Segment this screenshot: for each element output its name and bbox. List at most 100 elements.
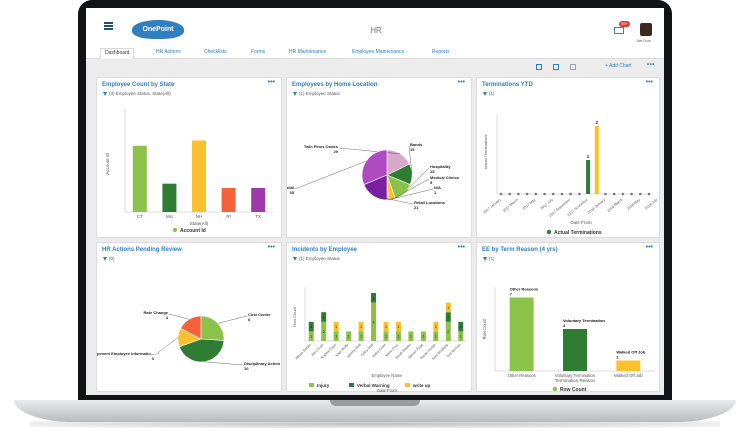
data-label: 4 bbox=[373, 320, 375, 324]
card-filter[interactable]: (1) Employee Status bbox=[293, 91, 340, 96]
filter-text: (1) Employee Status bbox=[299, 256, 340, 261]
legend-marker bbox=[552, 386, 558, 392]
incident-bar-segment bbox=[383, 331, 389, 341]
data-point bbox=[578, 192, 581, 196]
home-location-slice-label: Twin Pines Oodes bbox=[304, 144, 339, 149]
expand-icon[interactable] bbox=[536, 64, 542, 70]
filter-text: (1) bbox=[489, 256, 495, 261]
data-label: 1 bbox=[335, 325, 337, 329]
top-bar: OnePoint HR 99+ Jim Doe bbox=[86, 8, 664, 46]
card-menu-icon[interactable]: ••• bbox=[457, 244, 465, 251]
tab-checklists[interactable]: Checklists bbox=[204, 49, 227, 55]
tab-reports[interactable]: Reports bbox=[432, 49, 450, 55]
incident-bar-segment bbox=[308, 331, 314, 341]
data-label: 1 bbox=[360, 325, 362, 329]
data-point bbox=[569, 192, 572, 196]
home-location-slice-label: 20 bbox=[334, 149, 339, 154]
data-point bbox=[630, 192, 633, 196]
toolbar-more-icon[interactable]: ••• bbox=[647, 62, 655, 68]
onepoint-logo[interactable]: OnePoint bbox=[132, 20, 184, 39]
pending-review-slice-label: 4 bbox=[166, 315, 169, 320]
x-tick-label: 2017 March bbox=[502, 198, 519, 213]
tab-employee-maintenance[interactable]: Employee Maintenance bbox=[352, 49, 405, 55]
avatar[interactable] bbox=[640, 23, 652, 36]
y-axis-label: Row Count bbox=[292, 306, 297, 327]
data-point bbox=[647, 192, 651, 196]
legend-label: Account Id bbox=[180, 228, 206, 234]
home-location-slice-label: 1 bbox=[434, 190, 437, 195]
card-title: Employee Count by State bbox=[102, 82, 175, 88]
incident-bar-segment bbox=[445, 302, 451, 313]
tab-dashboard[interactable]: Dashboard bbox=[100, 48, 135, 59]
incident-bar-segment bbox=[383, 321, 389, 332]
mail-icon[interactable] bbox=[614, 27, 624, 34]
card-filter[interactable]: (1) Employee Status bbox=[293, 256, 340, 261]
x-axis-label: Date From bbox=[570, 220, 592, 225]
incident-bar-segment bbox=[371, 302, 377, 341]
card-filter[interactable]: (1) bbox=[483, 256, 495, 261]
pending-review-slice-label: Rate Change bbox=[144, 310, 169, 315]
card-home-location: Employees by Home Location ••• (1) Emplo… bbox=[286, 77, 472, 238]
pending-review-leader-line bbox=[154, 337, 179, 356]
legend-label: Injury bbox=[317, 383, 330, 388]
data-label: 1 bbox=[587, 154, 590, 159]
home-location-leader-line bbox=[391, 178, 430, 200]
term-reason-bar bbox=[509, 297, 534, 371]
data-label: 1 bbox=[460, 335, 462, 339]
x-tick-label: 2017 July bbox=[540, 198, 555, 211]
legend-marker bbox=[405, 383, 410, 387]
data-label: 2 bbox=[596, 120, 599, 125]
data-label: 1 bbox=[460, 325, 462, 329]
list-view-icon[interactable] bbox=[553, 64, 559, 70]
card-filter[interactable]: (1) bbox=[483, 91, 495, 96]
incident-bar-segment bbox=[371, 293, 377, 303]
card-pending-review: HR Actions Pending Review ••• (0) Cost C… bbox=[96, 242, 282, 392]
card-menu-icon[interactable]: ••• bbox=[267, 244, 275, 251]
incident-bar-segment bbox=[321, 321, 327, 341]
x-tick-label: 2017 May bbox=[522, 198, 537, 211]
home-location-leader-line bbox=[408, 145, 413, 175]
tab-hr-actions[interactable]: HR Actions bbox=[156, 49, 181, 55]
card-title: Incidents by Employee bbox=[292, 247, 358, 253]
home-location-slice-label: Bands bbox=[410, 142, 423, 147]
home-location-leader-line bbox=[387, 188, 434, 201]
home-location-leader-line bbox=[338, 147, 401, 155]
card-menu-icon[interactable]: ••• bbox=[645, 244, 653, 251]
card-menu-icon[interactable]: ••• bbox=[457, 79, 465, 86]
data-label: 1 bbox=[447, 306, 449, 310]
tab-hr-maintenance[interactable]: HR Maintenance bbox=[289, 49, 327, 55]
card-menu-icon[interactable]: ••• bbox=[267, 79, 275, 86]
user-name[interactable]: Jim Doe bbox=[636, 38, 651, 43]
incident-bar-segment bbox=[420, 331, 426, 341]
legend-marker bbox=[309, 383, 314, 387]
tab-forms[interactable]: Forms bbox=[251, 49, 266, 55]
legend-label: Actual Terminations bbox=[554, 230, 602, 236]
data-label: 2 bbox=[447, 330, 449, 334]
card-menu-icon[interactable]: ••• bbox=[645, 79, 653, 86]
add-chart-button[interactable]: + Add Chart bbox=[605, 63, 632, 69]
data-label: 4 bbox=[563, 323, 566, 328]
x-axis-label: Termination Reason bbox=[555, 378, 596, 383]
filter-icon bbox=[293, 91, 297, 96]
card-filter[interactable]: (3) Employee Status, State(All) bbox=[103, 91, 171, 96]
incident-bar-segment bbox=[333, 331, 339, 341]
hamburger-menu-icon[interactable] bbox=[104, 22, 113, 30]
x-tick-label: TX bbox=[255, 214, 261, 219]
data-point bbox=[499, 192, 503, 196]
pending-review-slice-label: Cost Center bbox=[248, 312, 271, 317]
grid-view-icon[interactable] bbox=[570, 64, 576, 70]
data-label: 1 bbox=[385, 335, 387, 339]
home-location-slice-label: N/A bbox=[434, 185, 441, 190]
tab-bar: Dashboard HR Actions Checklists Forms HR… bbox=[86, 46, 664, 59]
data-point bbox=[621, 192, 625, 196]
data-point bbox=[543, 192, 546, 196]
y-axis-label: Row Count bbox=[482, 318, 487, 340]
x-axis-label-secondary: Date From bbox=[377, 388, 397, 393]
data-label: 1 bbox=[447, 316, 449, 320]
data-point bbox=[604, 192, 607, 196]
card-filter[interactable]: (0) bbox=[103, 256, 115, 261]
data-point bbox=[534, 192, 538, 196]
data-point bbox=[638, 192, 642, 196]
incident-bar-segment bbox=[433, 321, 439, 332]
